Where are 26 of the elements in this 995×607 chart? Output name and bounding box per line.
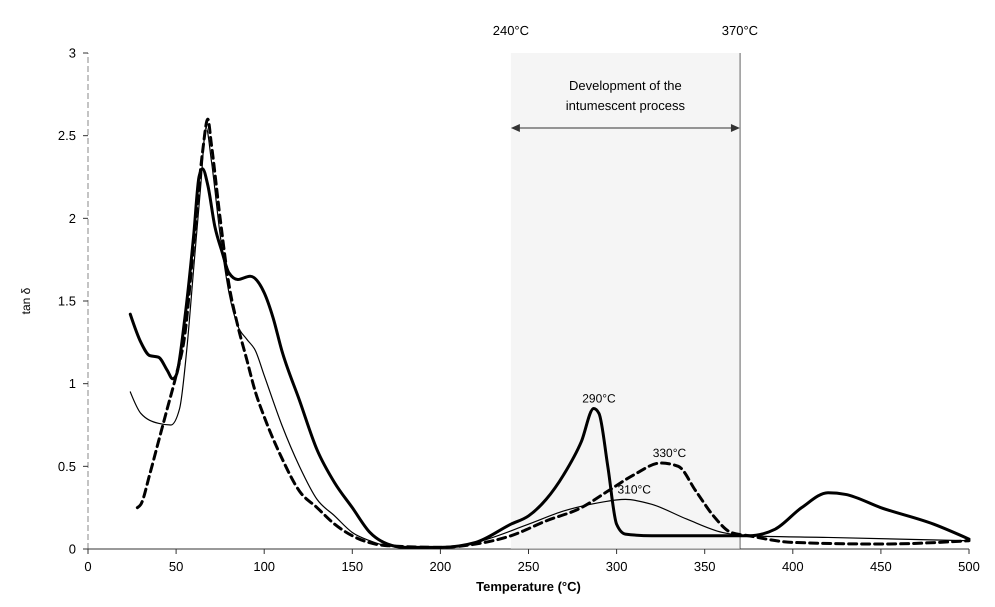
x-tick-label: 150 <box>341 559 364 574</box>
y-tick-label: 0 <box>68 542 76 557</box>
x-tick-label: 300 <box>606 559 628 574</box>
y-tick-label: 1 <box>68 376 76 392</box>
x-tick-label: 500 <box>958 559 980 574</box>
text: 240°C <box>492 23 530 38</box>
annotation: 310°C <box>617 482 652 496</box>
y-tick-label: 0.5 <box>58 458 76 474</box>
x-axis-title: Temperature (°C) <box>476 579 581 594</box>
y-tick-label: 2 <box>68 210 76 226</box>
x-tick-label: 100 <box>253 559 276 574</box>
x-tick-label: 400 <box>782 559 804 574</box>
x-tick-label: 450 <box>870 559 892 574</box>
y-axis-title: tan δ <box>19 287 33 314</box>
x-tick-label: 0 <box>84 559 92 574</box>
band-label: Development of the intumescent process <box>566 78 686 113</box>
annotation: 330°C <box>652 446 687 460</box>
x-tick-label: 50 <box>168 559 184 574</box>
ref-line-label: 370°C <box>722 23 758 38</box>
y-tick-label: 3 <box>68 46 76 61</box>
x-tick-label: 250 <box>518 559 540 574</box>
y-tick-label: 2.5 <box>58 128 76 144</box>
y-tick-label: 1.5 <box>58 294 76 309</box>
x-tick-label: 200 <box>430 559 452 574</box>
annotation: 290°C <box>582 391 616 406</box>
x-tick-label: 350 <box>694 559 716 574</box>
